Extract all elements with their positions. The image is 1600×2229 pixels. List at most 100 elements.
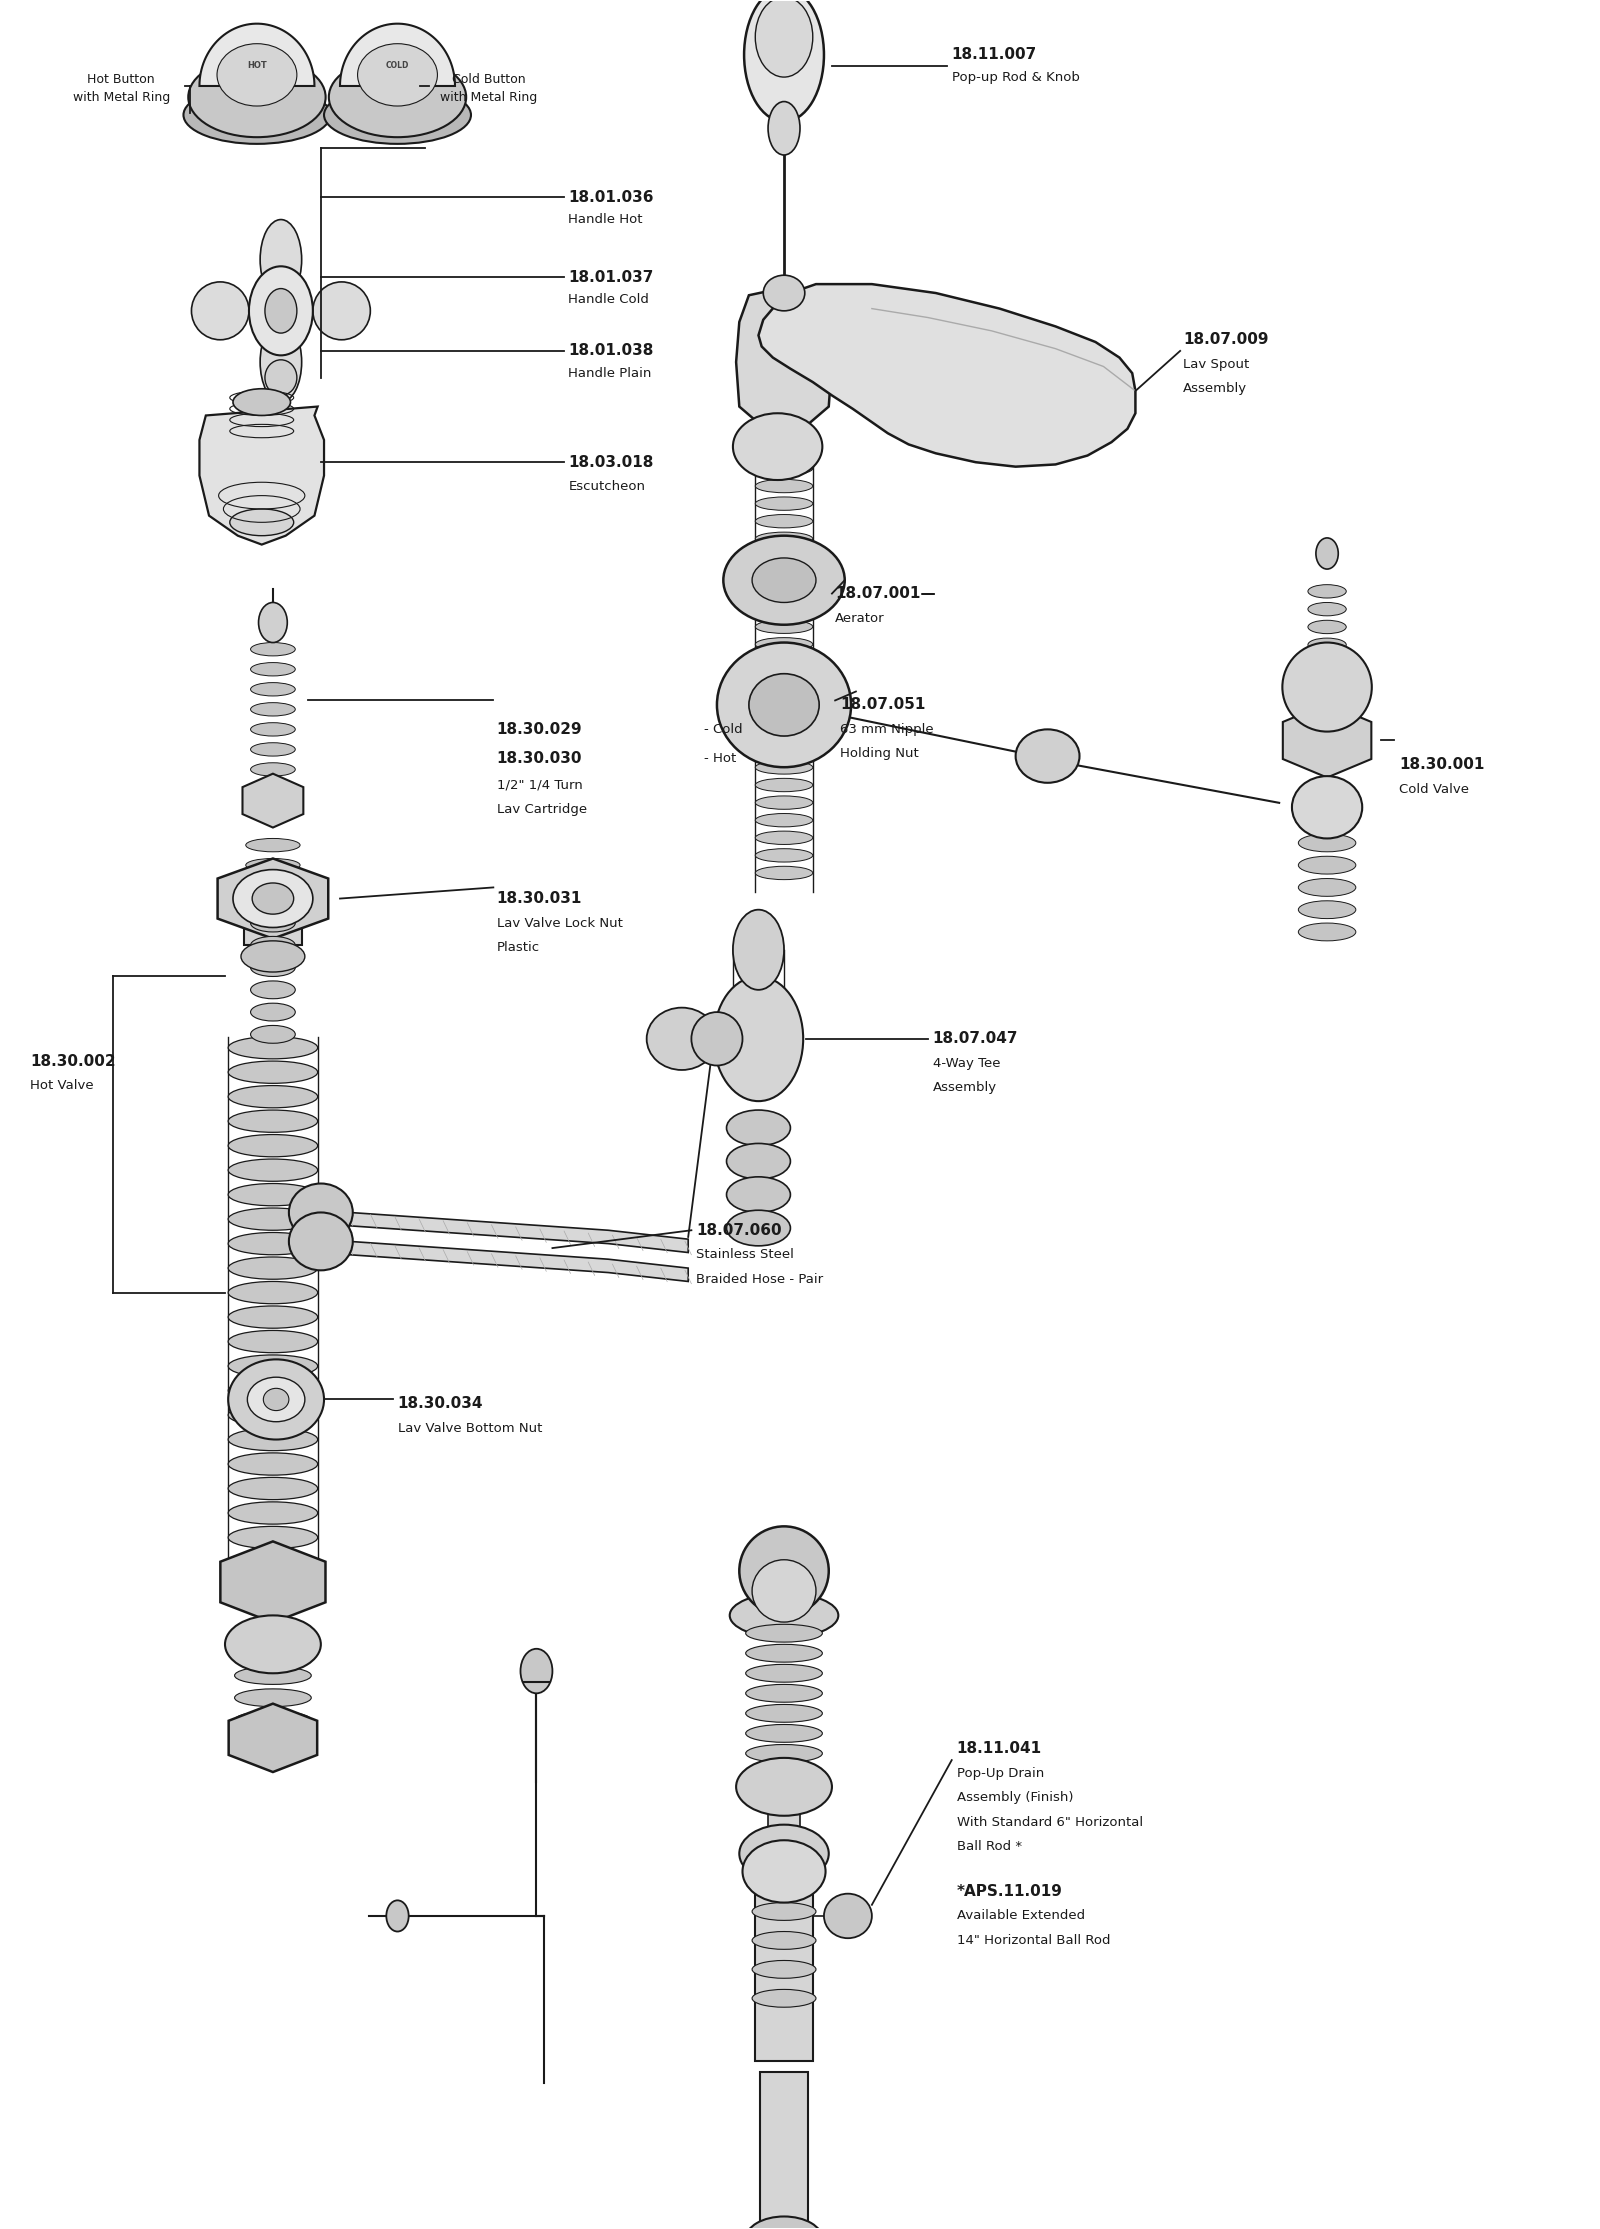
Ellipse shape bbox=[746, 1725, 822, 1743]
Text: 18.07.001—: 18.07.001— bbox=[835, 586, 936, 602]
Ellipse shape bbox=[742, 1841, 826, 1904]
Ellipse shape bbox=[755, 637, 813, 651]
Ellipse shape bbox=[752, 1990, 816, 2008]
Text: Escutcheon: Escutcheon bbox=[568, 479, 645, 493]
Text: 18.30.031: 18.30.031 bbox=[496, 892, 582, 905]
Ellipse shape bbox=[1307, 655, 1346, 669]
Ellipse shape bbox=[1298, 901, 1355, 918]
Ellipse shape bbox=[752, 1904, 816, 1921]
Text: Cold Valve: Cold Valve bbox=[1398, 782, 1469, 796]
Text: 18.11.041: 18.11.041 bbox=[957, 1741, 1042, 1756]
Text: 18.07.051: 18.07.051 bbox=[840, 698, 925, 713]
Ellipse shape bbox=[251, 702, 296, 716]
Ellipse shape bbox=[229, 1282, 318, 1304]
Ellipse shape bbox=[691, 1012, 742, 1065]
Ellipse shape bbox=[229, 1184, 318, 1206]
Ellipse shape bbox=[746, 1645, 822, 1663]
Ellipse shape bbox=[251, 742, 296, 756]
Ellipse shape bbox=[229, 1233, 318, 1255]
Ellipse shape bbox=[752, 1875, 816, 1892]
Ellipse shape bbox=[251, 1003, 296, 1021]
Ellipse shape bbox=[755, 602, 813, 615]
Text: Stainless Steel: Stainless Steel bbox=[696, 1248, 794, 1262]
Ellipse shape bbox=[251, 936, 296, 954]
Ellipse shape bbox=[229, 1061, 318, 1083]
Text: Pop-up Rod & Knob: Pop-up Rod & Knob bbox=[952, 71, 1080, 82]
Ellipse shape bbox=[1298, 856, 1355, 874]
Text: Aerator: Aerator bbox=[835, 611, 885, 624]
Text: Lav Valve Bottom Nut: Lav Valve Bottom Nut bbox=[397, 1422, 542, 1435]
Polygon shape bbox=[339, 25, 454, 87]
Ellipse shape bbox=[229, 1453, 318, 1476]
Polygon shape bbox=[218, 858, 328, 938]
Ellipse shape bbox=[1016, 729, 1080, 782]
Ellipse shape bbox=[730, 1594, 838, 1638]
Text: - Hot: - Hot bbox=[704, 751, 736, 765]
Ellipse shape bbox=[646, 1008, 717, 1070]
Ellipse shape bbox=[752, 1846, 816, 1863]
Text: Lav Cartridge: Lav Cartridge bbox=[496, 802, 587, 816]
Text: Lav Valve Lock Nut: Lav Valve Lock Nut bbox=[496, 916, 622, 929]
Ellipse shape bbox=[251, 642, 296, 655]
Ellipse shape bbox=[1307, 584, 1346, 597]
Text: with Metal Ring: with Metal Ring bbox=[440, 91, 538, 103]
Ellipse shape bbox=[1298, 923, 1355, 941]
Ellipse shape bbox=[1291, 776, 1362, 838]
Text: HOT: HOT bbox=[246, 62, 267, 71]
Text: *APS.11.019: *APS.11.019 bbox=[957, 1884, 1062, 1899]
Ellipse shape bbox=[330, 58, 466, 138]
Text: Available Extended: Available Extended bbox=[957, 1910, 1085, 1921]
Ellipse shape bbox=[520, 1649, 552, 1694]
Text: 18.11.007: 18.11.007 bbox=[952, 47, 1037, 62]
Text: 18.03.018: 18.03.018 bbox=[568, 455, 654, 470]
Ellipse shape bbox=[1298, 878, 1355, 896]
Ellipse shape bbox=[264, 1389, 290, 1411]
Ellipse shape bbox=[250, 265, 314, 354]
Ellipse shape bbox=[755, 0, 813, 78]
Bar bbox=[755, 1855, 813, 2060]
Ellipse shape bbox=[230, 508, 294, 535]
Ellipse shape bbox=[755, 742, 813, 756]
Ellipse shape bbox=[235, 1712, 312, 1730]
Polygon shape bbox=[349, 1242, 688, 1282]
Ellipse shape bbox=[229, 1110, 318, 1132]
Ellipse shape bbox=[234, 388, 291, 415]
Polygon shape bbox=[736, 290, 832, 432]
Text: Assembly: Assembly bbox=[933, 1081, 997, 1094]
Ellipse shape bbox=[755, 655, 813, 669]
Text: Cold Button: Cold Button bbox=[451, 74, 525, 85]
Ellipse shape bbox=[246, 858, 301, 872]
Ellipse shape bbox=[248, 1378, 306, 1422]
Ellipse shape bbox=[251, 662, 296, 675]
Ellipse shape bbox=[755, 620, 813, 633]
Ellipse shape bbox=[755, 727, 813, 740]
Bar bbox=[768, 1792, 800, 1832]
Ellipse shape bbox=[229, 1360, 325, 1440]
Text: Hot Button: Hot Button bbox=[88, 74, 155, 85]
Ellipse shape bbox=[755, 551, 813, 564]
Ellipse shape bbox=[752, 557, 816, 602]
Ellipse shape bbox=[218, 45, 298, 107]
Ellipse shape bbox=[755, 814, 813, 827]
Ellipse shape bbox=[755, 497, 813, 510]
Text: Holding Nut: Holding Nut bbox=[840, 747, 918, 760]
Ellipse shape bbox=[251, 782, 296, 796]
Text: 4-Way Tee: 4-Way Tee bbox=[933, 1057, 1000, 1070]
Ellipse shape bbox=[242, 941, 306, 972]
Ellipse shape bbox=[325, 87, 470, 145]
Ellipse shape bbox=[251, 1025, 296, 1043]
Text: 63 mm Nipple: 63 mm Nipple bbox=[840, 722, 933, 736]
Ellipse shape bbox=[746, 1685, 822, 1703]
Text: 18.07.009: 18.07.009 bbox=[1184, 332, 1269, 348]
Text: 18.01.037: 18.01.037 bbox=[568, 270, 654, 285]
Text: 18.30.029: 18.30.029 bbox=[496, 722, 582, 738]
Ellipse shape bbox=[234, 869, 314, 927]
Ellipse shape bbox=[229, 1086, 318, 1108]
Text: Ball Rod *: Ball Rod * bbox=[957, 1841, 1022, 1855]
Polygon shape bbox=[243, 773, 304, 827]
Ellipse shape bbox=[226, 1616, 322, 1674]
Ellipse shape bbox=[229, 1429, 318, 1451]
Ellipse shape bbox=[261, 221, 302, 299]
Ellipse shape bbox=[251, 958, 296, 976]
Polygon shape bbox=[229, 1703, 317, 1772]
